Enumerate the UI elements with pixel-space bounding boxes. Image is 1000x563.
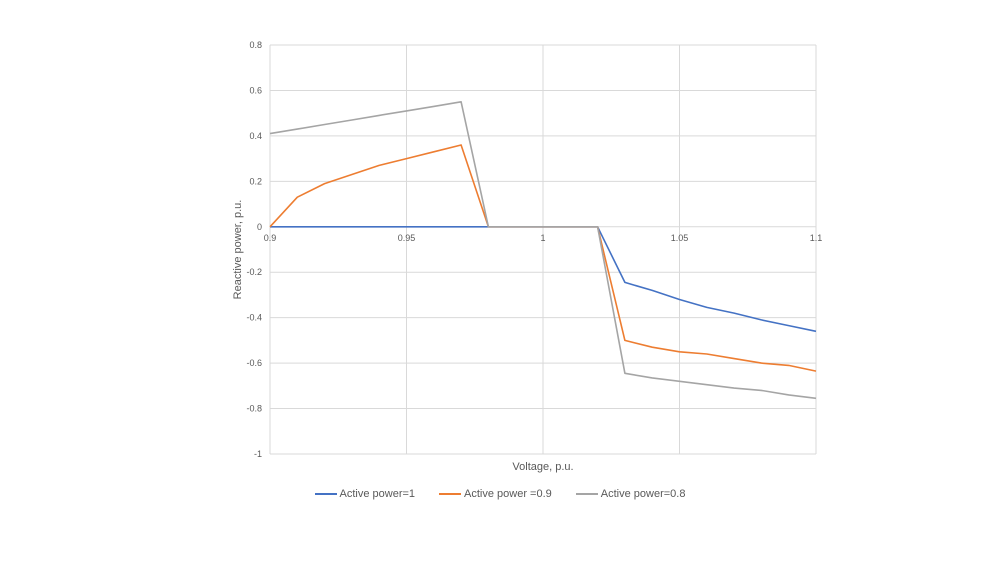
x-tick-label: 1.05 — [671, 233, 689, 243]
y-tick-label: 0.8 — [249, 40, 262, 50]
x-axis-label: Voltage, p.u. — [512, 461, 573, 473]
legend-item: Active power =0.9 — [439, 488, 552, 500]
x-tick-label: 1 — [540, 233, 545, 243]
y-tick-label: -1 — [254, 449, 262, 459]
legend-label: Active power=0.8 — [600, 488, 686, 500]
y-tick-label: 0.6 — [249, 85, 262, 95]
legend-swatch — [314, 493, 337, 495]
y-axis-label: Reactive power, p.u. — [232, 200, 244, 300]
y-tick-label: -0.2 — [246, 267, 262, 277]
legend: Active power=1 Active power =0.9 Active … — [0, 488, 1000, 500]
y-tick-label: -0.6 — [246, 358, 262, 368]
x-tick-label: 0.9 — [264, 233, 277, 243]
y-tick-label: 0.2 — [249, 176, 262, 186]
y-tick-label: -0.8 — [246, 404, 262, 414]
x-tick-label: 1.1 — [810, 233, 823, 243]
y-tick-label: -0.4 — [246, 313, 262, 323]
legend-item: Active power=1 — [314, 488, 416, 500]
series-line — [269, 101, 817, 400]
y-tick-label: 0.4 — [249, 131, 262, 141]
legend-item: Active power=0.8 — [575, 488, 686, 500]
x-tick-label: 0.95 — [398, 233, 416, 243]
legend-swatch — [575, 493, 598, 495]
legend-label: Active power=1 — [339, 488, 416, 500]
y-tick-label: 0 — [257, 222, 262, 232]
legend-swatch — [439, 493, 462, 495]
legend-label: Active power =0.9 — [464, 488, 552, 500]
